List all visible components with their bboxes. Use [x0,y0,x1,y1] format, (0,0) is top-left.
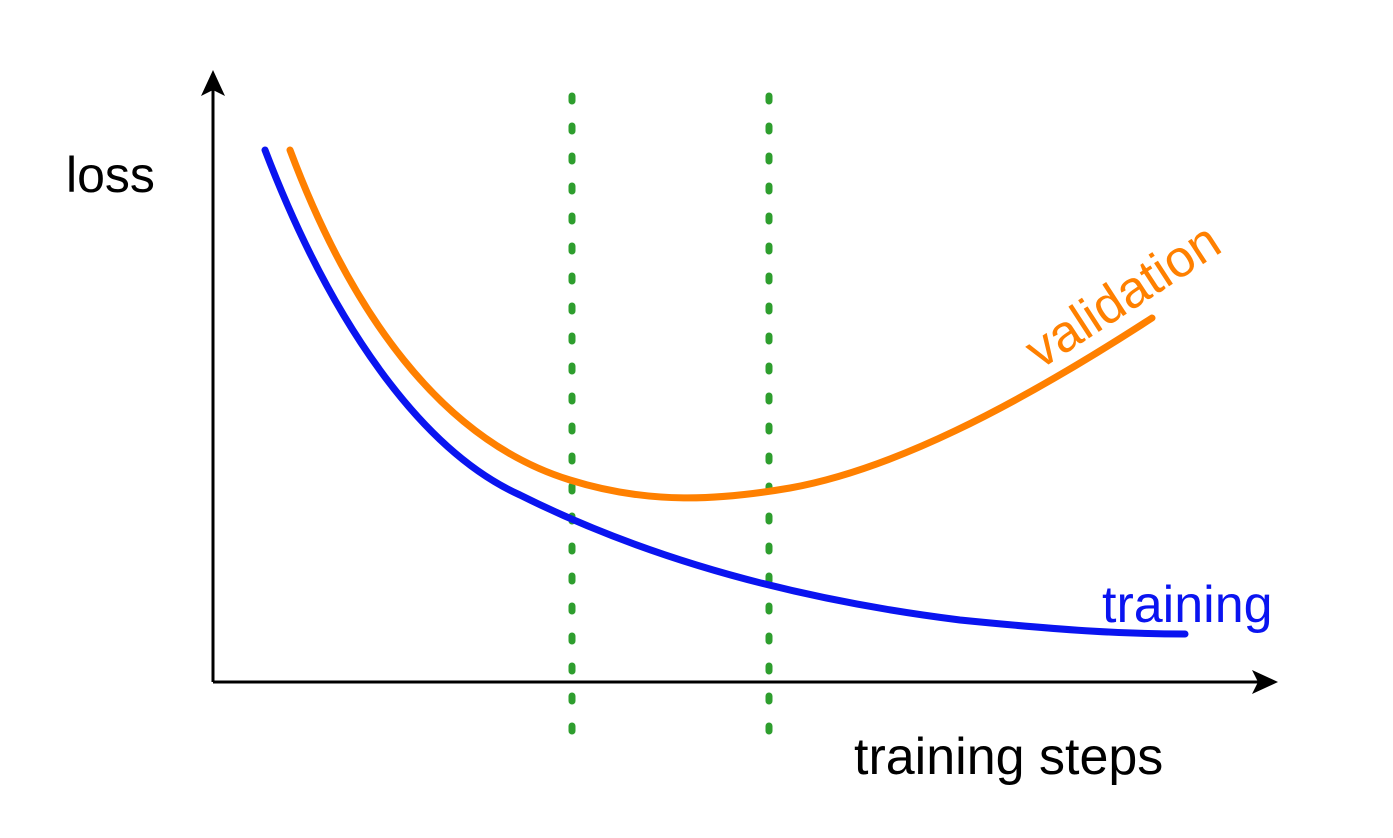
training-curve [261,146,1189,638]
y-axis-label: loss [66,147,155,203]
y-axis-arrow-icon [201,70,225,96]
x-axis-arrow-icon [1252,670,1278,694]
validation-curve [286,146,1156,502]
x-axis-label: training steps [854,728,1163,786]
training-curve-label: training [1102,576,1273,634]
validation-curve-label: validation [1015,212,1231,380]
